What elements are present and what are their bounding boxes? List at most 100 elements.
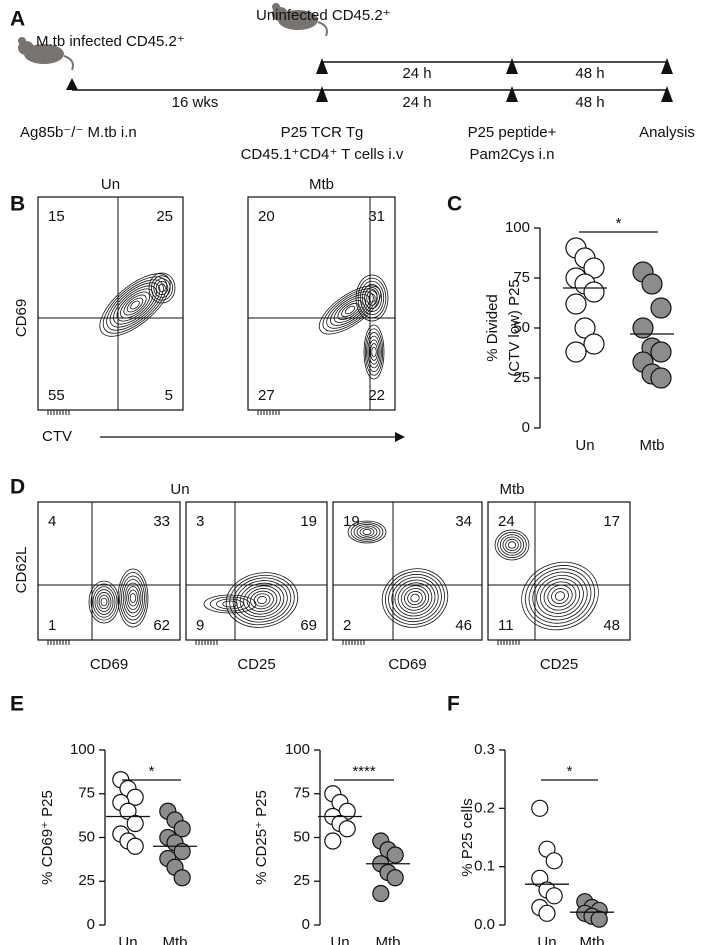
group-label: Mtb [499, 481, 524, 498]
contour [102, 276, 168, 334]
contour [397, 582, 433, 614]
contour [126, 586, 140, 610]
contour [232, 577, 292, 623]
contour [363, 324, 385, 380]
contour [128, 589, 138, 607]
data-point [583, 333, 605, 355]
contour [113, 285, 157, 325]
contour [551, 588, 569, 604]
contour [344, 305, 356, 315]
contour [203, 594, 257, 614]
contour [229, 574, 295, 626]
y-tick-label: 0.2 [474, 799, 495, 816]
data-point [372, 884, 390, 903]
data-point [583, 257, 605, 279]
y-tick-label: 0.1 [474, 858, 495, 875]
x-tick-label: Mtb [639, 437, 664, 454]
contour [502, 536, 522, 554]
contour [532, 571, 588, 621]
contour [90, 583, 118, 621]
contour [88, 580, 120, 624]
uninfected-label: Uninfected CD45.2⁺ [256, 7, 391, 24]
contour [250, 590, 274, 610]
step-label: Analysis [639, 124, 695, 141]
contour [92, 586, 116, 618]
contour [98, 594, 110, 610]
contour [394, 579, 436, 617]
contour [524, 565, 596, 627]
y-tick-label: 75 [513, 269, 530, 286]
data-point [531, 799, 549, 817]
panel-letter: E [10, 693, 24, 716]
contour [326, 291, 374, 329]
contour [225, 572, 299, 628]
contour [341, 302, 359, 318]
quadrant-percent: 46 [455, 617, 472, 634]
contour [391, 576, 439, 620]
data-point [641, 273, 663, 295]
contour [554, 591, 566, 601]
contour [366, 290, 378, 306]
data-point [173, 869, 191, 887]
contour [150, 275, 173, 301]
contour [253, 593, 271, 607]
step-label: P25 TCR Tg [281, 124, 364, 141]
y-axis-label: % CD25⁺ P25 [253, 790, 270, 885]
panel-letter: D [10, 476, 25, 499]
contour [505, 538, 519, 552]
contour [243, 585, 281, 615]
contour [121, 575, 145, 621]
y-tick-label: 100 [285, 741, 310, 758]
significance-label: * [567, 763, 573, 780]
contour [333, 297, 367, 323]
y-axis-label: CD69 [13, 299, 30, 337]
x-tick-label: Un [330, 934, 349, 945]
contour [359, 280, 385, 316]
x-tick-label: Mtb [375, 934, 400, 945]
contour [257, 595, 267, 605]
timepoint-arrow [66, 58, 673, 102]
y-axis-label: % CD69⁺ P25 [39, 790, 56, 885]
y-tick-label: 100 [70, 741, 95, 758]
contour [239, 582, 285, 618]
quadrant-percent: 27 [258, 387, 275, 404]
contour [353, 523, 381, 541]
mouse-icon [18, 37, 74, 71]
quadrant-percent: 31 [368, 208, 385, 225]
contour [355, 274, 389, 322]
data-point [538, 904, 556, 922]
data-point [173, 820, 191, 838]
significance-label: * [616, 215, 622, 232]
contour [370, 343, 378, 361]
contour [356, 525, 378, 539]
data-point [590, 910, 608, 928]
quadrant-percent: 62 [153, 617, 170, 634]
contour [100, 597, 108, 607]
data-point [650, 367, 672, 389]
y-tick-label: 0 [522, 419, 530, 436]
contour [536, 574, 584, 618]
contour [528, 568, 592, 624]
contour [362, 284, 382, 312]
y-tick-label: 25 [293, 872, 310, 889]
contour [357, 277, 387, 319]
quadrant-percent: 69 [300, 617, 317, 634]
contour [507, 541, 517, 549]
x-tick-label: Un [537, 934, 556, 945]
contour [158, 283, 166, 293]
contour [388, 573, 442, 623]
timeline [72, 61, 667, 91]
quadrant-percent: 20 [258, 208, 275, 225]
quadrant-percent: 17 [603, 513, 620, 530]
data-point [565, 341, 587, 363]
interval-label: 24 h [402, 65, 431, 82]
y-tick-label: 75 [293, 785, 310, 802]
x-tick-label: Un [575, 437, 594, 454]
contour [539, 578, 581, 614]
y-tick-label: 0 [87, 916, 95, 933]
contour [364, 328, 384, 376]
contour [130, 300, 140, 310]
plot-title: Un [101, 176, 120, 193]
y-axis-label: CD62L [13, 547, 30, 594]
contour [362, 528, 372, 536]
